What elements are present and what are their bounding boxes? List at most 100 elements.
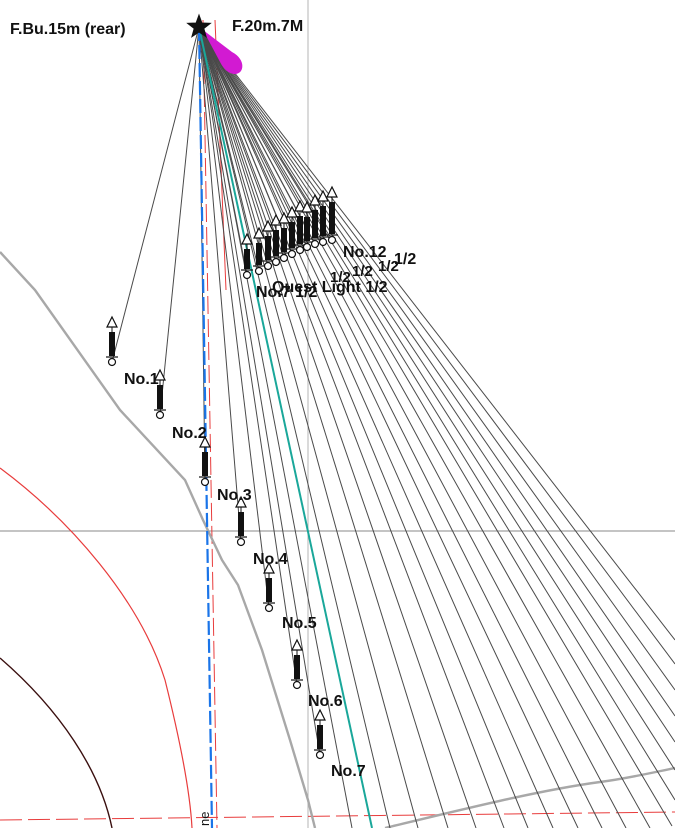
buoy-icon: [281, 228, 287, 252]
buoy-icon: [273, 230, 279, 256]
bearing-fan-line: [198, 26, 675, 691]
bearing-fan-line: [198, 26, 675, 665]
buoy-label-no3: No.3: [217, 487, 252, 504]
buoy-no3: [199, 435, 211, 487]
cluster-label-half-c: 1/2: [352, 263, 373, 280]
cluster-buoy: [294, 199, 306, 255]
buoy-anchor-circle: [315, 750, 325, 760]
channel-centre-line: [197, 26, 214, 828]
buoy-anchor-circle: [200, 477, 210, 487]
bearing-fan-line: [198, 26, 391, 828]
buoy-icon: [256, 243, 262, 265]
bearing-line-buoy-6: [198, 26, 298, 686]
buoy-icon: [244, 249, 250, 269]
bearing-fan-line: [198, 26, 603, 828]
buoy-icon: [265, 236, 271, 260]
buoy-anchor-circle: [327, 235, 337, 245]
cluster-buoy: [286, 205, 298, 259]
buoy-anchor-circle: [254, 266, 264, 276]
buoy-no2: [154, 368, 166, 420]
bearing-line-buoy-1: [111, 26, 200, 363]
buoy-no5: [263, 561, 275, 613]
buoy-anchor-circle: [263, 261, 273, 271]
bearing-line-buoy-4: [198, 26, 242, 543]
buoy-anchor-circle: [155, 410, 165, 420]
bearing-line-cluster-4: [198, 26, 277, 263]
coastline: [0, 251, 317, 828]
bearing-fan-line: [198, 26, 673, 827]
bearing-line-buoy-5: [198, 26, 270, 609]
cluster-label-half-b: 1/2: [378, 258, 399, 275]
bearing-fan-line: [198, 26, 353, 828]
cluster-label-no12: No.12: [343, 244, 387, 261]
buoy-anchor-circle: [318, 237, 328, 247]
buoy-icon: [202, 452, 208, 476]
buoy-anchor-circle: [292, 680, 302, 690]
red-dashed-limit-line: [202, 19, 218, 828]
bearing-fan-line: [198, 26, 675, 743]
cluster-buoy: [262, 219, 274, 271]
bearing-fan-line: [198, 26, 675, 641]
buoy-icon: [297, 216, 303, 244]
cluster-label-no7-half: No.7 1/2: [256, 284, 317, 301]
dark-depth-contour: [0, 657, 113, 828]
cluster-buoy: [270, 213, 282, 267]
buoy-label-no2: No.2: [172, 425, 207, 442]
front-light-label: F.20m.7M: [232, 18, 303, 35]
buoy-icon: [238, 512, 244, 536]
bearing-fan-line: [198, 26, 529, 828]
cluster-label-half-a: 1/2: [394, 251, 416, 268]
buoy-anchor-circle: [107, 357, 117, 367]
bearing-fan-line: [198, 26, 477, 828]
bearing-fan-line: [198, 26, 675, 771]
cluster-buoy: [326, 185, 338, 245]
star-icon: [186, 13, 212, 38]
teal-leading-line: [198, 26, 373, 828]
bearing-fan-line: [198, 26, 675, 717]
buoy-icon: [304, 217, 310, 241]
bearing-line-cluster-3: [198, 26, 269, 267]
buoy-anchor-circle: [295, 245, 305, 255]
cluster-label-quest-light: Quest Light 1/2: [272, 279, 388, 296]
cluster-buoy: [317, 189, 329, 247]
bearing-fan-line: [198, 26, 579, 828]
buoy-label-no5: No.5: [282, 615, 317, 632]
buoy-no7: [314, 708, 326, 760]
buoy-anchor-circle: [310, 239, 320, 249]
rear-light-label: F.Bu.15m (rear): [10, 21, 126, 38]
buoy-no6: [291, 638, 303, 690]
buoy-anchor-circle: [302, 242, 312, 252]
coastline-lower-right: [384, 766, 675, 828]
buoy-no4: [235, 495, 247, 547]
cluster-buoy: [309, 193, 321, 249]
buoy-icon: [317, 725, 323, 749]
buoy-icon: [109, 332, 115, 356]
cluster-buoy: [301, 200, 313, 252]
bearing-fan-line: [198, 26, 554, 828]
buoy-label-no7: No.7: [331, 763, 366, 780]
buoy-icon: [294, 655, 300, 679]
bearing-fan-line: [198, 26, 651, 828]
sector-icon: [203, 30, 243, 75]
buoy-icon: [157, 385, 163, 409]
cluster-buoy: [241, 232, 253, 280]
buoy-anchor-circle: [264, 603, 274, 613]
cluster-buoy: [278, 211, 290, 263]
buoy-anchor-circle: [279, 253, 289, 263]
buoy-anchor-circle: [287, 249, 297, 259]
buoy-icon: [289, 222, 295, 248]
buoy-anchor-circle: [236, 537, 246, 547]
bearing-fan-line: [198, 26, 449, 828]
red-dashed-boundary: [0, 811, 675, 821]
buoy-group: [106, 185, 338, 760]
bearing-fan-line: [198, 26, 505, 828]
buoy-label-no6: No.6: [308, 693, 343, 710]
bearing-line-buoy-2: [159, 26, 200, 416]
buoy-icon: [329, 202, 335, 234]
edge-fragment-label: ne: [197, 812, 212, 826]
buoy-icon: [312, 210, 318, 238]
cluster-label-half-d: 1/2: [330, 269, 351, 286]
buoy-icon: [320, 206, 326, 236]
